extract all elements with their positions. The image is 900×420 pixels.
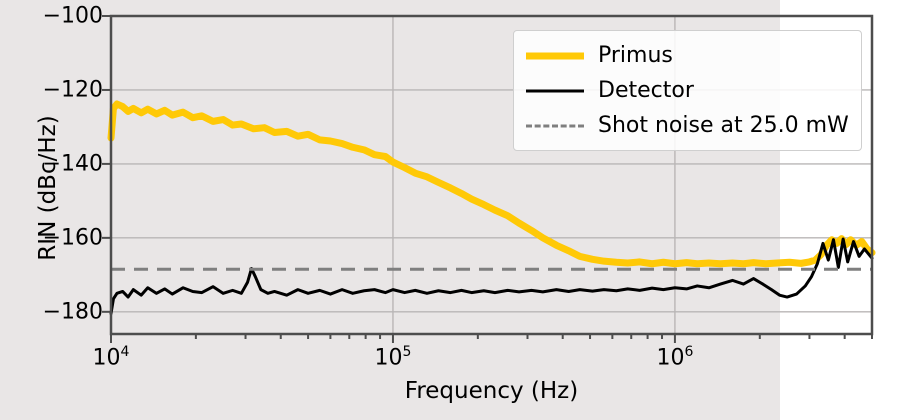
x-tick-label: 106: [656, 344, 694, 371]
shot-noise-line-key: [524, 117, 586, 135]
y-tick-label: −180: [42, 299, 103, 325]
legend-label-shot-noise: Shot noise at 25.0 mW: [598, 113, 849, 138]
legend-item-primus: Primus: [524, 38, 851, 73]
y-axis-label: RIN (dBc/Hz): [35, 115, 61, 261]
y-tick-label: −140: [42, 151, 103, 177]
legend-item-shot-noise: Shot noise at 25.0 mW: [524, 108, 851, 143]
y-tick-label: −120: [42, 77, 103, 103]
primus-trace: [107, 100, 876, 268]
legend-label-primus: Primus: [598, 43, 673, 68]
x-tick-label: 104: [92, 344, 130, 371]
axis-ticks: [102, 15, 873, 343]
x-tick-label: 105: [374, 344, 412, 371]
axes-frame: [109, 14, 874, 336]
legend-item-detector: Detector: [524, 73, 851, 108]
detector-line-key: [524, 82, 586, 100]
primus-line-key: [524, 47, 586, 65]
detector-trace: [109, 237, 874, 316]
x-axis-label: Frequency (Hz): [404, 378, 579, 404]
chart-legend: Primus Detector Shot noise at 25.0 mW: [513, 30, 862, 151]
y-tick-label: −160: [42, 225, 103, 251]
y-tick-label: −100: [42, 3, 103, 29]
data-series: [107, 100, 876, 316]
legend-label-detector: Detector: [598, 78, 694, 103]
